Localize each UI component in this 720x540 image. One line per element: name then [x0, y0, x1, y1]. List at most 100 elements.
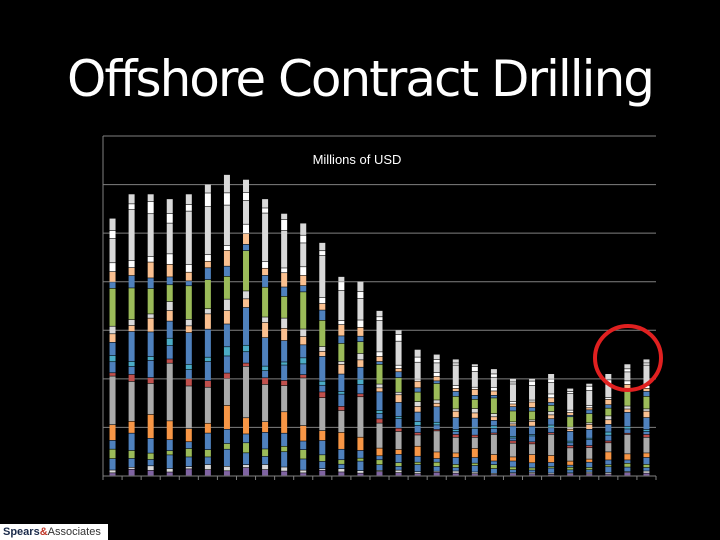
bar-segment — [376, 423, 383, 448]
bar-segment — [243, 418, 250, 434]
bar-segment — [300, 459, 307, 470]
bar-segment — [414, 421, 421, 426]
bar-stack — [223, 174, 230, 476]
bar-segment — [109, 342, 116, 356]
bar-segment — [529, 381, 536, 386]
bar-segment — [643, 471, 650, 473]
bar-segment — [509, 461, 516, 467]
bar-segment — [223, 193, 230, 205]
bar-segment — [490, 395, 497, 398]
bar-segment — [319, 297, 326, 304]
bar-segment — [624, 369, 631, 372]
bar-segment — [128, 204, 135, 210]
bar-segment — [281, 471, 288, 476]
bar-stack — [452, 359, 459, 476]
bar-segment — [357, 450, 364, 458]
bar-segment — [624, 434, 631, 454]
bar-segment — [586, 472, 593, 474]
bar-segment — [586, 390, 593, 406]
plot-area — [102, 136, 657, 480]
bar-segment — [414, 362, 421, 379]
bar-segment — [567, 388, 574, 392]
bar-segment — [376, 472, 383, 476]
bar-segment — [567, 415, 574, 417]
bar-segment — [223, 299, 230, 311]
bar-segment — [624, 381, 631, 385]
bar-segment — [529, 474, 536, 476]
bar-segment — [471, 472, 478, 474]
bar-segment — [223, 405, 230, 429]
bar-segment — [509, 384, 516, 402]
bar-segment — [414, 392, 421, 402]
bar-segment — [624, 472, 631, 476]
bar-segment — [605, 465, 612, 467]
bar-segment — [166, 363, 173, 421]
bar-stack — [643, 359, 650, 476]
bar-segment — [166, 285, 173, 302]
bar-segment — [586, 470, 593, 472]
bar-segment — [166, 310, 173, 321]
bar-segment — [300, 292, 307, 329]
bar-segment — [243, 434, 250, 443]
bar-segment — [395, 470, 402, 473]
bar-segment — [338, 432, 345, 449]
bar-segment — [223, 356, 230, 373]
bar-segment — [319, 430, 326, 441]
bar-segment — [338, 449, 345, 460]
bar-segment — [109, 355, 116, 362]
bar-segment — [586, 386, 593, 391]
bar-segment — [471, 463, 478, 466]
bar-stack — [509, 378, 516, 476]
bar-segment — [128, 275, 135, 288]
bar-stack — [109, 218, 116, 476]
bar-segment — [567, 429, 574, 432]
bar-segment — [414, 472, 421, 474]
bar-segment — [529, 444, 536, 455]
bar-segment — [166, 451, 173, 455]
bar-segment — [414, 432, 421, 435]
bar-segment — [605, 435, 612, 441]
bar-segment — [166, 213, 173, 223]
bar-segment — [509, 443, 516, 457]
bar-segment — [586, 424, 593, 429]
bar-segment — [281, 328, 288, 341]
bar-segment — [128, 260, 135, 268]
bar-segment — [605, 432, 612, 435]
bar-segment — [128, 361, 135, 367]
bar-segment — [243, 200, 250, 224]
bar-segment — [281, 365, 288, 381]
bar-segment — [147, 459, 154, 466]
bar-segment — [300, 375, 307, 378]
bar-segment — [586, 462, 593, 468]
bar-segment — [243, 192, 250, 201]
bar-segment — [338, 391, 345, 394]
bar-segment — [490, 473, 497, 475]
bar-segment — [529, 400, 536, 402]
bar-segment — [357, 320, 364, 328]
bar-stack — [243, 179, 250, 476]
bar-segment — [471, 418, 478, 427]
bar-segment — [223, 266, 230, 277]
bar-segment — [185, 466, 192, 469]
bar-segment — [452, 471, 459, 473]
bar-segment — [376, 410, 383, 414]
bar-segment — [262, 432, 269, 449]
bar-segment — [433, 383, 440, 400]
bar-segment — [357, 292, 364, 299]
bar-segment — [185, 211, 192, 265]
bar-segment — [281, 318, 288, 329]
bar-segment — [109, 449, 116, 459]
bar-segment — [300, 473, 307, 476]
bar-segment — [643, 417, 650, 430]
bar-segment — [548, 411, 555, 415]
bar-segment — [643, 467, 650, 471]
bar-segment — [166, 321, 173, 338]
bar-segment — [586, 408, 593, 410]
bar-segment — [147, 383, 154, 415]
bar-segment — [128, 421, 135, 433]
bar-segment — [490, 374, 497, 377]
bar-segment — [433, 458, 440, 462]
bar-segment — [243, 291, 250, 299]
bar-segment — [586, 413, 593, 423]
